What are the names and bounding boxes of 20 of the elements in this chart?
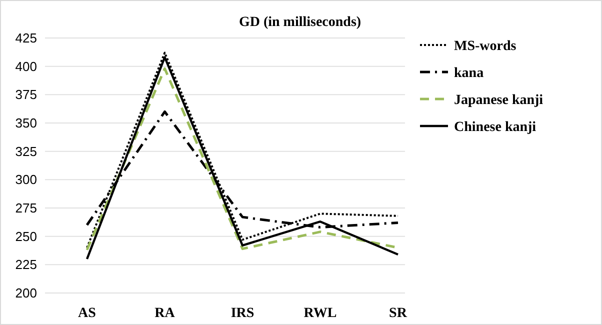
- x-tick-label: AS: [78, 306, 96, 321]
- legend-label: Chinese kanji: [454, 120, 536, 135]
- y-tick-label: 300: [15, 172, 37, 188]
- y-tick-label: 250: [15, 228, 37, 244]
- y-tick-label: 425: [15, 30, 37, 46]
- x-tick-label: RA: [154, 306, 176, 321]
- y-tick-label: 275: [15, 200, 37, 216]
- x-tick-label: SR: [389, 306, 408, 321]
- y-tick-label: 225: [15, 257, 37, 272]
- y-tick-label: 200: [15, 286, 37, 301]
- legend-label: kana: [454, 66, 484, 81]
- x-tick-label: IRS: [230, 306, 254, 321]
- y-tick-label: 375: [15, 87, 37, 102]
- x-tick-label: RWL: [304, 306, 337, 321]
- chart-title: GD (in milliseconds): [238, 15, 362, 30]
- legend-label: MS-words: [454, 38, 517, 54]
- y-tick-label: 325: [15, 144, 37, 159]
- legend-label: Japanese kanji: [454, 92, 544, 108]
- y-tick-label: 400: [15, 58, 37, 74]
- y-tick-label: 350: [15, 116, 37, 131]
